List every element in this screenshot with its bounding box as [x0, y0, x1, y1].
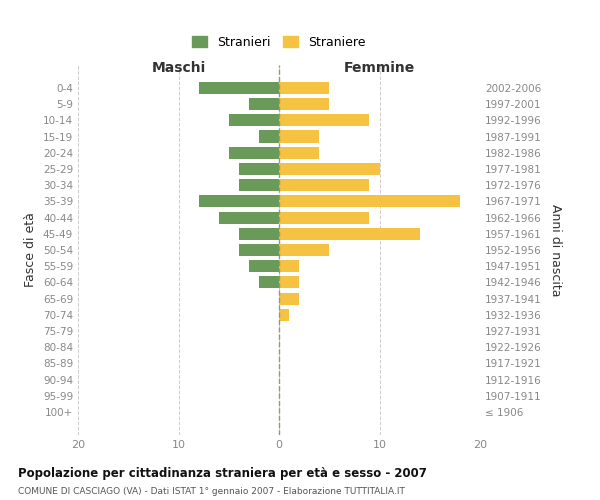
Bar	[279, 163, 380, 175]
Text: Femmine: Femmine	[344, 61, 415, 75]
Bar	[279, 292, 299, 304]
Bar	[259, 276, 279, 288]
Y-axis label: Fasce di età: Fasce di età	[25, 212, 37, 288]
Bar	[199, 196, 279, 207]
Bar	[279, 260, 299, 272]
Bar	[259, 130, 279, 142]
Y-axis label: Anni di nascita: Anni di nascita	[548, 204, 562, 296]
Text: Popolazione per cittadinanza straniera per età e sesso - 2007: Popolazione per cittadinanza straniera p…	[18, 468, 427, 480]
Bar	[279, 98, 329, 110]
Text: Maschi: Maschi	[151, 61, 206, 75]
Bar	[229, 114, 279, 126]
Bar	[279, 196, 460, 207]
Bar	[279, 82, 329, 94]
Bar	[279, 212, 370, 224]
Bar	[239, 244, 279, 256]
Text: COMUNE DI CASCIAGO (VA) - Dati ISTAT 1° gennaio 2007 - Elaborazione TUTTITALIA.I: COMUNE DI CASCIAGO (VA) - Dati ISTAT 1° …	[18, 488, 405, 496]
Bar	[199, 82, 279, 94]
Bar	[279, 114, 370, 126]
Bar	[279, 179, 370, 191]
Bar	[249, 260, 279, 272]
Bar	[229, 146, 279, 159]
Legend: Stranieri, Straniere: Stranieri, Straniere	[187, 30, 371, 54]
Bar	[239, 179, 279, 191]
Bar	[279, 276, 299, 288]
Bar	[218, 212, 279, 224]
Bar	[279, 228, 420, 240]
Bar	[249, 98, 279, 110]
Bar	[279, 130, 319, 142]
Bar	[239, 228, 279, 240]
Bar	[279, 244, 329, 256]
Bar	[279, 309, 289, 321]
Bar	[279, 146, 319, 159]
Bar	[239, 163, 279, 175]
